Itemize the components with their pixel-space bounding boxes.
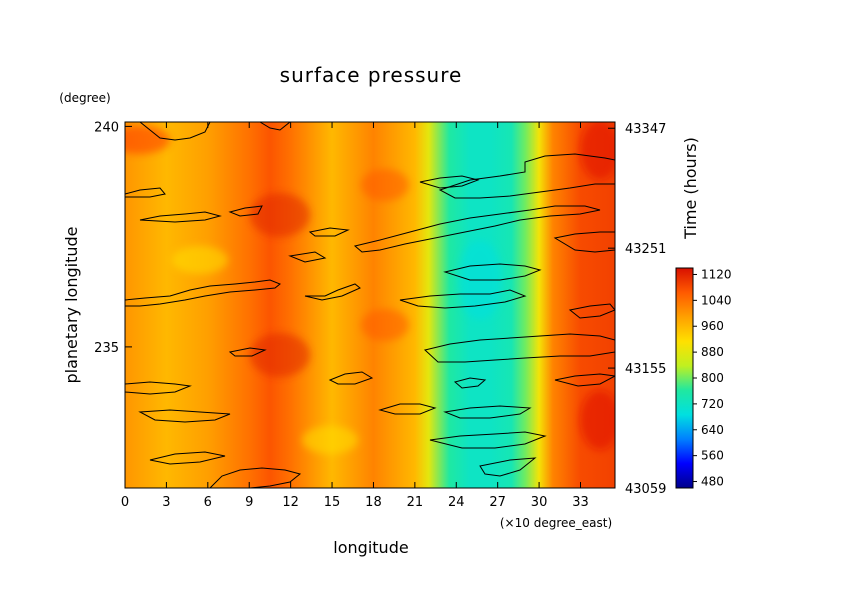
x-tick-label: 3: [162, 495, 170, 510]
colorbar-tick-label: 880: [701, 345, 724, 359]
contour-lines: [125, 122, 615, 488]
x-unit-label: (×10 degree_east): [500, 516, 612, 530]
y-tick-label: 240: [94, 120, 119, 135]
colorbar-tick-label: 960: [701, 319, 724, 333]
contour-line: [453, 377, 487, 389]
right-tick-label: 43251: [625, 242, 666, 257]
texture-blob: [302, 426, 358, 454]
contour-line: [139, 211, 222, 223]
contour-line: [259, 122, 291, 131]
texture-blob: [361, 309, 409, 341]
heatmap-field: [125, 122, 615, 488]
texture-blob: [172, 246, 228, 274]
colorbar-tick-label: 560: [701, 449, 724, 463]
colorbar-tick-label: 1120: [701, 267, 732, 281]
right-tick-label: 43347: [625, 122, 666, 137]
x-tick-label: 15: [324, 495, 341, 510]
contour-line: [568, 303, 615, 319]
x-tick-label: 33: [572, 495, 589, 510]
colorbar-tick-label: 1040: [701, 293, 732, 307]
contour-line: [139, 122, 211, 141]
heatmap-texture: [125, 122, 615, 454]
texture-blob: [361, 169, 409, 201]
x-axis-ticks: 0 3 6 9 12 15 18 21 24 27 30 33: [121, 122, 589, 510]
contour-line: [399, 289, 527, 309]
colorbar-tick-label: 800: [701, 371, 724, 385]
contour-line: [378, 403, 437, 415]
contour-line: [125, 279, 281, 307]
contour-line: [328, 371, 374, 385]
x-tick-label: 21: [407, 495, 424, 510]
x-axis-label: longitude: [333, 538, 408, 557]
colorbar-tick-label: 720: [701, 397, 724, 411]
y-axis-label: planetary longitude: [62, 227, 81, 384]
contour-line: [443, 263, 542, 281]
y-tick-label: 235: [94, 341, 119, 356]
right-tick-label: 43059: [625, 482, 666, 497]
texture-blob: [125, 126, 170, 154]
contour-line: [419, 175, 480, 189]
x-tick-label: 30: [531, 495, 548, 510]
x-tick-label: 18: [365, 495, 382, 510]
right-axis-ticks: 43059 43155 43251 43347: [608, 122, 666, 497]
contour-line: [443, 405, 532, 419]
x-tick-label: 24: [448, 495, 465, 510]
contour-line: [353, 205, 601, 253]
x-tick-label: 12: [282, 495, 299, 510]
contour-line: [553, 231, 615, 253]
colorbar-tick-label: 480: [701, 475, 724, 489]
chart-title: surface pressure: [280, 63, 463, 87]
contour-line: [308, 227, 350, 237]
colorbar: [675, 267, 694, 489]
texture-blob: [580, 122, 615, 180]
contour-line: [438, 153, 615, 199]
texture-blob: [250, 333, 310, 377]
x-tick-label: 9: [245, 495, 253, 510]
contour-line: [479, 457, 537, 477]
contour-line: [554, 373, 615, 387]
colorbar-tick-label: 640: [701, 423, 724, 437]
right-tick-label: 43155: [625, 362, 666, 377]
contour-line: [429, 431, 547, 449]
contour-line: [228, 347, 267, 357]
texture-blob: [250, 193, 310, 237]
plot-frame: [124, 121, 616, 489]
y-axis-ticks: 235 240: [94, 120, 132, 356]
contour-line: [228, 205, 263, 217]
colorbar-ticks: 480 560 640 720 800 880 960 1040 1120: [693, 267, 732, 489]
right-axis-label: Time (hours): [681, 137, 700, 240]
contour-line: [125, 187, 166, 198]
x-tick-label: 27: [489, 495, 506, 510]
contour-line: [149, 451, 226, 465]
x-tick-label: 6: [204, 495, 212, 510]
contour-line: [138, 409, 231, 423]
contour-line: [288, 251, 327, 263]
contour-line: [125, 381, 192, 395]
y-unit-label: (degree): [59, 91, 110, 105]
contour-line: [423, 333, 615, 363]
contour-line: [209, 467, 302, 488]
x-tick-label: 0: [121, 495, 129, 510]
texture-blob: [580, 390, 615, 450]
contour-line: [304, 283, 361, 301]
